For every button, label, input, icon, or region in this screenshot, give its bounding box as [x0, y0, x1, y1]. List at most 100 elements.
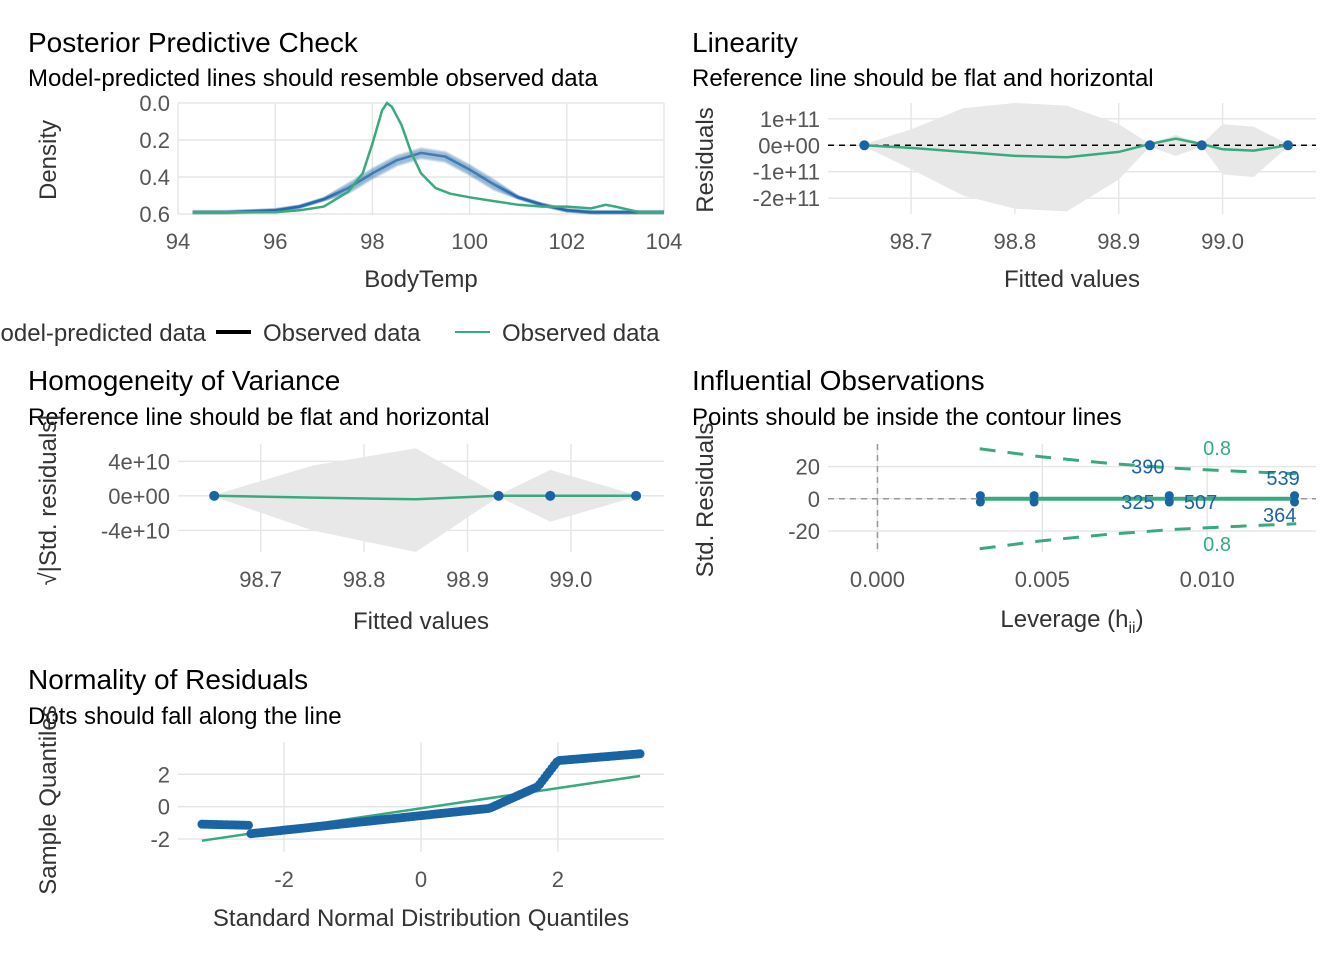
ppc-subtitle: Model-predicted lines should resemble ob… [28, 65, 598, 92]
nor-ytick-1: 0 [158, 795, 170, 820]
nor-point-19 [243, 820, 253, 830]
influential-xlabel: Leverage (hii) [1000, 606, 1143, 637]
hom-point-1 [493, 490, 504, 501]
inf-point-5 [1164, 497, 1174, 507]
inf-point-4 [1164, 491, 1174, 501]
nor-ytick-0: 2 [158, 762, 170, 787]
ppc-plot: 94 96 98 100 102 104 0.0 0.2 0.4 0.6 [139, 91, 682, 254]
ppc-ytick-2: 0.4 [139, 165, 170, 190]
ppc-model-line-5 [192, 152, 664, 214]
influential-title: Influential Observations [692, 365, 985, 396]
ppc-model-line-4 [192, 153, 664, 215]
inf-point-label-325: 325 [1121, 492, 1154, 514]
ppc-xtick-4: 102 [548, 229, 585, 254]
hom-ytick-0: 4e+10 [108, 449, 170, 474]
inf-ytick-2: -20 [788, 519, 820, 544]
ppc-model-line-6 [192, 152, 664, 214]
homogeneity-plot: 98.7 98.8 98.9 99.0 4e+10 0e+00 -4e+10 [101, 444, 664, 592]
inf-point-3 [1029, 497, 1039, 507]
lin-xtick-1: 98.8 [993, 229, 1036, 254]
ppc-xtick-0: 94 [166, 229, 190, 254]
ppc-model-line-2 [192, 155, 664, 215]
inf-point-1 [975, 497, 985, 507]
hom-xtick-2: 98.9 [446, 567, 489, 592]
legend-observed-label-2: Observed data [502, 320, 660, 347]
inf-point-6 [1290, 491, 1300, 501]
nor-point-179 [635, 749, 645, 759]
inf-point-2 [1029, 491, 1039, 501]
inf-contour-label-upper: 0.8 [1203, 438, 1231, 460]
inf-point-7 [1290, 497, 1300, 507]
ppc-title: Posterior Predictive Check [28, 27, 359, 58]
lin-ytick-0: 1e+11 [760, 107, 820, 132]
lin-point-1 [1144, 140, 1155, 151]
hom-xtick-1: 98.8 [343, 567, 386, 592]
homogeneity-ylabel: √|Std. residuals| [35, 414, 62, 585]
ppc-xtick-2: 98 [360, 229, 384, 254]
normality-subtitle: Dots should fall along the line [28, 703, 342, 730]
lin-ytick-2: -1e+11 [753, 160, 820, 185]
lin-ytick-1: 0e+00 [758, 133, 820, 158]
influential-ylabel: Std. Residuals [692, 423, 719, 578]
ppc-ytick-1: 0.2 [139, 128, 170, 153]
lin-ytick-3: -2e+11 [753, 186, 820, 211]
linearity-subtitle: Reference line should be flat and horizo… [692, 65, 1154, 92]
ppc-model-line-3 [192, 154, 664, 215]
inf-ytick-1: 0 [808, 487, 820, 512]
inf-point-label-507: 507 [1184, 492, 1217, 514]
nor-ytick-2: -2 [150, 827, 170, 852]
linearity-xlabel: Fitted values [1004, 266, 1140, 293]
ppc-observed-line [192, 101, 664, 214]
lin-xtick-3: 99.0 [1201, 229, 1244, 254]
homogeneity-xlabel: Fitted values [353, 608, 489, 635]
legend: Model-predicted data Observed data Obser… [0, 320, 660, 347]
linearity-title: Linearity [692, 27, 798, 58]
influential-subtitle: Points should be inside the contour line… [692, 404, 1122, 431]
inf-xtick-1: 0.005 [1015, 567, 1070, 592]
hom-point-3 [631, 490, 642, 501]
hom-xtick-0: 98.7 [239, 567, 282, 592]
nor-xtick-1: 0 [415, 867, 427, 892]
normality-ylabel: Sample Quantiles [35, 705, 62, 894]
lin-point-0 [859, 140, 870, 151]
inf-point-label-539: 539 [1266, 468, 1299, 490]
lin-point-2 [1196, 140, 1207, 151]
legend-observed-label-1: Observed data [263, 320, 421, 347]
homogeneity-title: Homogeneity of Variance [28, 365, 340, 396]
ppc-xtick-1: 96 [263, 229, 287, 254]
hom-ytick-1: 0e+00 [108, 484, 170, 509]
ppc-ylabel: Density [35, 120, 62, 200]
ppc-model-line-0 [192, 156, 664, 215]
hom-smooth-line [214, 494, 637, 501]
ppc-model-line-1 [192, 155, 664, 215]
legend-model-predicted-label: Model-predicted data [0, 320, 207, 347]
inf-contour-label-lower: 0.8 [1203, 534, 1231, 556]
homogeneity-subtitle: Reference line should be flat and horizo… [28, 404, 490, 431]
normality-xlabel: Standard Normal Distribution Quantiles [213, 905, 629, 932]
nor-xtick-2: 2 [552, 867, 564, 892]
ppc-model-line-7 [192, 151, 664, 214]
lin-smooth-line [864, 137, 1289, 159]
inf-ytick-0: 20 [796, 455, 820, 480]
ppc-ytick-3: 0.6 [139, 202, 170, 227]
inf-xtick-0: 0.000 [850, 567, 905, 592]
hom-point-0 [209, 490, 220, 501]
ppc-ytick-0: 0.0 [139, 91, 170, 116]
ppc-model-line-mean [192, 151, 664, 214]
lin-xtick-0: 98.7 [890, 229, 933, 254]
ppc-xtick-5: 104 [646, 229, 683, 254]
nor-xtick-0: -2 [274, 867, 294, 892]
hom-point-2 [545, 490, 556, 501]
lin-xtick-2: 98.9 [1097, 229, 1140, 254]
inf-point-0 [975, 491, 985, 501]
inf-point-label-390: 390 [1131, 457, 1164, 479]
influential-plot: 390 539 325 507 364 0.8 0.8 0.000 0.005 0.010 20 0 -… [788, 438, 1316, 592]
inf-point-label-364: 364 [1263, 505, 1296, 527]
hom-ytick-2: -4e+10 [101, 518, 170, 543]
normality-plot: -2 0 2 2 0 -2 [150, 742, 664, 892]
linearity-ylabel: Residuals [692, 107, 719, 212]
ppc-xlabel: BodyTemp [364, 266, 477, 293]
lin-point-3 [1282, 140, 1293, 151]
